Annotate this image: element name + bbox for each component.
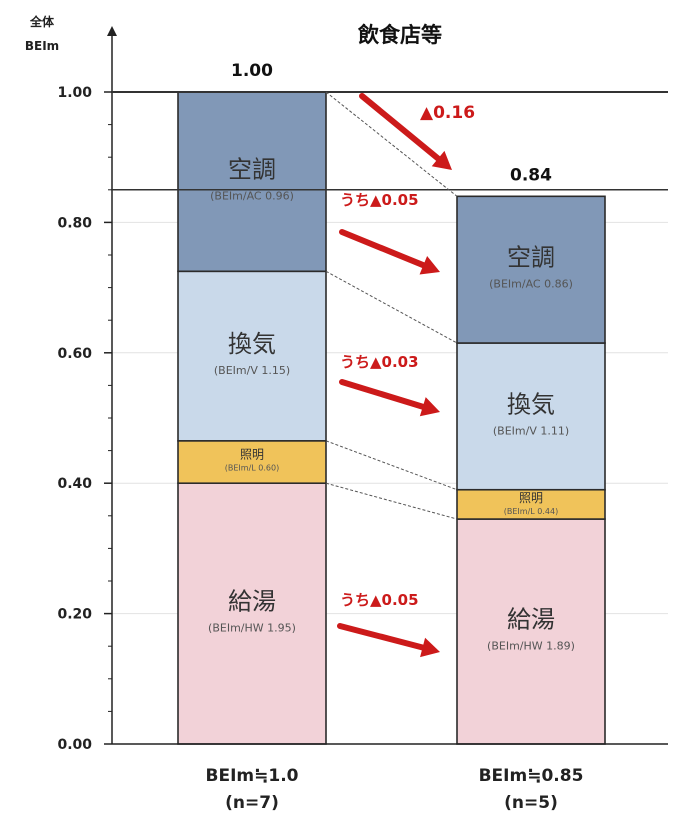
- segment-name-lighting: 照明: [519, 491, 543, 505]
- x-category-n: (n=5): [504, 793, 558, 813]
- arrow-head: [431, 150, 452, 170]
- segment-name-hw: 給湯: [507, 606, 555, 634]
- segment-label-ac: (BEIm/AC 0.96): [210, 190, 294, 203]
- decrease-arrow: [359, 93, 452, 170]
- arrow-head: [419, 255, 440, 275]
- bar-total-label: 1.00: [231, 61, 273, 81]
- reduction-annotation: うち▲0.05: [340, 191, 419, 209]
- y-axis-label-line1: 全体: [29, 14, 55, 29]
- arrow-shaft: [339, 229, 427, 269]
- decrease-arrow: [339, 379, 440, 417]
- bar-segment-hw: [456, 518, 606, 745]
- segment-name-v: 換気: [228, 330, 276, 358]
- segment-label-v: (BEIm/V 1.11): [493, 424, 569, 437]
- y-tick-label: 0.20: [57, 607, 92, 623]
- segment-label-hw: (BEIm/HW 1.89): [487, 640, 575, 653]
- segment-name-v: 換気: [507, 390, 555, 418]
- reduction-annotation: ▲0.16: [420, 103, 475, 123]
- arrow-shaft: [339, 379, 426, 410]
- segment-label-v: (BEIm/V 1.15): [214, 364, 290, 377]
- segment-connector: [325, 91, 458, 197]
- segment-label-ac: (BEIm/AC 0.86): [489, 278, 573, 291]
- y-axis-arrowhead: [107, 26, 117, 36]
- axes: 0.00 0.20 0.40 0.60 0.80 1.00: [57, 26, 668, 753]
- y-tick-label: 0.80: [57, 215, 92, 231]
- bar-segment-ac: [456, 195, 606, 344]
- segment-label-lighting: (BEIm/L 0.60): [225, 464, 279, 473]
- bar-segment-ac: [177, 91, 327, 273]
- x-category-label: BEIm≒1.0: [206, 766, 299, 786]
- arrow-head: [420, 637, 440, 658]
- segment-connector: [325, 440, 458, 491]
- arrow-shaft: [359, 93, 442, 162]
- segment-label-lighting: (BEIm/L 0.44): [504, 507, 558, 516]
- x-category-n: (n=7): [225, 793, 279, 813]
- decrease-arrow: [337, 623, 440, 658]
- segment-connector: [325, 482, 458, 520]
- segment-name-ac: 空調: [507, 244, 555, 272]
- annotations: ▲0.16 うち▲0.05 うち▲0.03 うち▲0.05: [325, 91, 475, 658]
- decrease-arrow: [339, 229, 440, 275]
- segment-label-hw: (BEIm/HW 1.95): [208, 622, 296, 635]
- bar-segment-l: [456, 488, 606, 520]
- segment-name-hw: 給湯: [228, 588, 276, 616]
- bars: 昇降機 (BEIm/EV 1.00)給湯(BEIm/HW 1.95)照明(BEI…: [177, 61, 606, 813]
- chart-title: 飲食店等: [357, 23, 442, 47]
- y-tick-label: 1.00: [57, 85, 92, 101]
- x-category-label: BEIm≒0.85: [479, 766, 584, 786]
- bar-total-label: 0.84: [510, 165, 552, 185]
- bar-segment-v: [456, 342, 606, 491]
- arrow-shaft: [337, 623, 426, 651]
- arrow-head: [419, 397, 440, 417]
- y-tick-label: 0.60: [57, 346, 92, 362]
- segment-name-ac: 空調: [228, 156, 276, 184]
- segment-connector: [325, 270, 458, 344]
- bar-segment-hw: [177, 482, 327, 745]
- bar-segment-v: [177, 270, 327, 442]
- y-tick-label: 0.00: [57, 737, 92, 753]
- y-axis-label-line2: BEIm: [25, 39, 59, 53]
- reduction-annotation: うち▲0.03: [340, 353, 419, 371]
- y-tick-label: 0.40: [57, 476, 92, 492]
- segment-name-lighting: 照明: [240, 448, 264, 462]
- reduction-annotation: うち▲0.05: [340, 591, 419, 609]
